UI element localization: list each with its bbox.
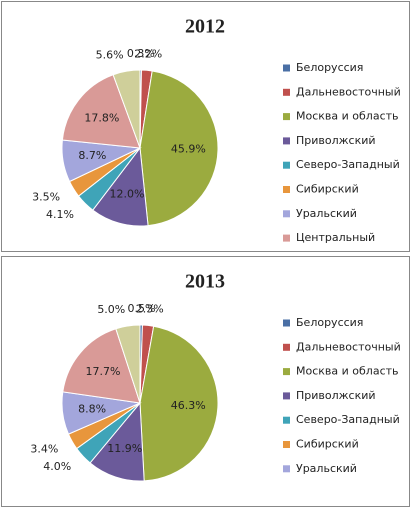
- legend-swatch: [283, 161, 290, 169]
- pie-slice: [139, 325, 219, 482]
- data-label: 5.6%: [96, 48, 124, 61]
- legend-label: Дальневосточный: [296, 85, 401, 98]
- data-label: 45.9%: [171, 142, 206, 155]
- chart-title: 2013: [185, 271, 225, 293]
- data-label: 11.9%: [107, 442, 142, 455]
- data-label: 2.2%: [134, 47, 162, 60]
- legend-swatch: [283, 113, 290, 121]
- data-label: 2.3%: [136, 303, 164, 316]
- legend-swatch: [283, 343, 290, 351]
- legend-swatch: [283, 137, 290, 145]
- legend-label: Приволжский: [296, 134, 376, 147]
- data-label: 46.3%: [171, 399, 206, 412]
- legend-swatch: [283, 88, 290, 96]
- legend-swatch: [283, 441, 290, 448]
- data-label: 8.7%: [78, 149, 106, 162]
- data-label: 4.1%: [46, 208, 74, 221]
- legend-swatch: [283, 210, 290, 218]
- pie-slice: [61, 74, 141, 149]
- legend-label: Уральский: [296, 207, 357, 220]
- pie-slice: [139, 70, 219, 227]
- legend-label: Сибирский: [296, 438, 359, 451]
- legend-swatch: [283, 186, 290, 193]
- chart-title: 2012: [185, 16, 225, 38]
- legend-label: Приволжский: [296, 389, 376, 402]
- data-label: 8.8%: [78, 402, 106, 415]
- data-label: 5.0%: [97, 303, 125, 316]
- pie-slice: [115, 324, 141, 404]
- data-label: 12.0%: [109, 188, 144, 201]
- data-label: 17.7%: [86, 365, 121, 378]
- legend-label: Белоруссия: [296, 61, 363, 74]
- legend-swatch: [283, 465, 290, 473]
- data-label: 0.3%: [127, 47, 155, 60]
- legend-swatch: [283, 319, 290, 327]
- legend-swatch: [283, 392, 290, 400]
- legend-label: Северо-Западный: [296, 413, 400, 426]
- legend-label: Москва и область: [296, 365, 399, 378]
- legend-label: Дальневосточный: [296, 340, 401, 353]
- legend-label: Белоруссия: [296, 316, 363, 329]
- legend-label: Северо-Западный: [296, 158, 400, 171]
- data-label: 0.5%: [128, 302, 156, 315]
- data-label: 17.8%: [84, 111, 119, 124]
- pie-slice: [62, 328, 141, 404]
- legend-swatch: [283, 234, 290, 242]
- legend-label: Москва и область: [296, 110, 399, 123]
- data-label: 3.5%: [32, 190, 60, 203]
- data-label: 4.0%: [43, 460, 71, 473]
- legend-swatch: [283, 368, 290, 376]
- legend-label: Сибирский: [296, 183, 359, 196]
- data-label: 3.4%: [30, 442, 58, 455]
- legend-swatch: [283, 416, 290, 424]
- pie-slice: [112, 69, 141, 149]
- legend-label: Уральский: [296, 462, 357, 475]
- legend-label: Центральный: [296, 231, 375, 244]
- legend-swatch: [283, 64, 290, 72]
